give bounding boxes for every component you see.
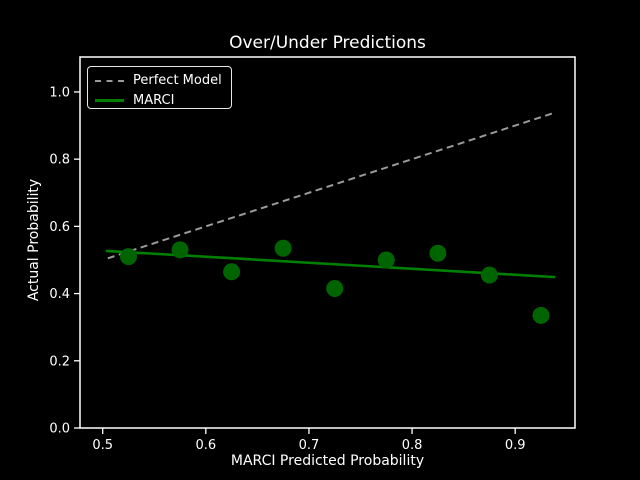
- marci-data-point: [119, 248, 137, 266]
- y-tick-label: 1.0: [49, 85, 70, 100]
- marci-data-point: [377, 251, 395, 269]
- marci-data-point: [532, 306, 550, 324]
- legend-label: MARCI: [133, 93, 175, 108]
- marci-data-point: [429, 244, 447, 262]
- y-tick-label: 0.0: [49, 422, 70, 437]
- y-tick-label: 0.6: [49, 220, 70, 235]
- x-tick-label: 0.9: [505, 438, 526, 453]
- legend-item-marci: MARCI: [95, 91, 223, 110]
- x-tick-label: 0.8: [402, 438, 423, 453]
- y-tick-label: 0.2: [49, 354, 70, 369]
- dashed-line-icon: [95, 79, 124, 82]
- chart-title: Over/Under Predictions: [229, 33, 426, 53]
- y-axis-label: Actual Probability: [26, 178, 42, 302]
- marci-data-point: [480, 266, 498, 284]
- x-tick-label: 0.7: [299, 438, 320, 453]
- legend-item-perfect-model: Perfect Model: [95, 71, 223, 90]
- solid-line-icon: [95, 99, 124, 102]
- y-tick-label: 0.4: [49, 287, 70, 302]
- legend-label: Perfect Model: [133, 73, 222, 88]
- plot-border: [79, 56, 576, 429]
- x-axis-label: MARCI Predicted Probability: [230, 453, 425, 469]
- marci-data-point: [326, 280, 344, 298]
- x-tick-label: 0.5: [92, 438, 113, 453]
- legend: Perfect Model MARCI: [87, 66, 232, 109]
- marci-data-point: [171, 241, 189, 259]
- x-tick-label: 0.6: [195, 438, 216, 453]
- perfect-model-line: [107, 112, 554, 260]
- marci-data-point: [223, 263, 241, 281]
- y-tick-label: 0.8: [49, 153, 70, 168]
- marci-data-point: [274, 239, 292, 257]
